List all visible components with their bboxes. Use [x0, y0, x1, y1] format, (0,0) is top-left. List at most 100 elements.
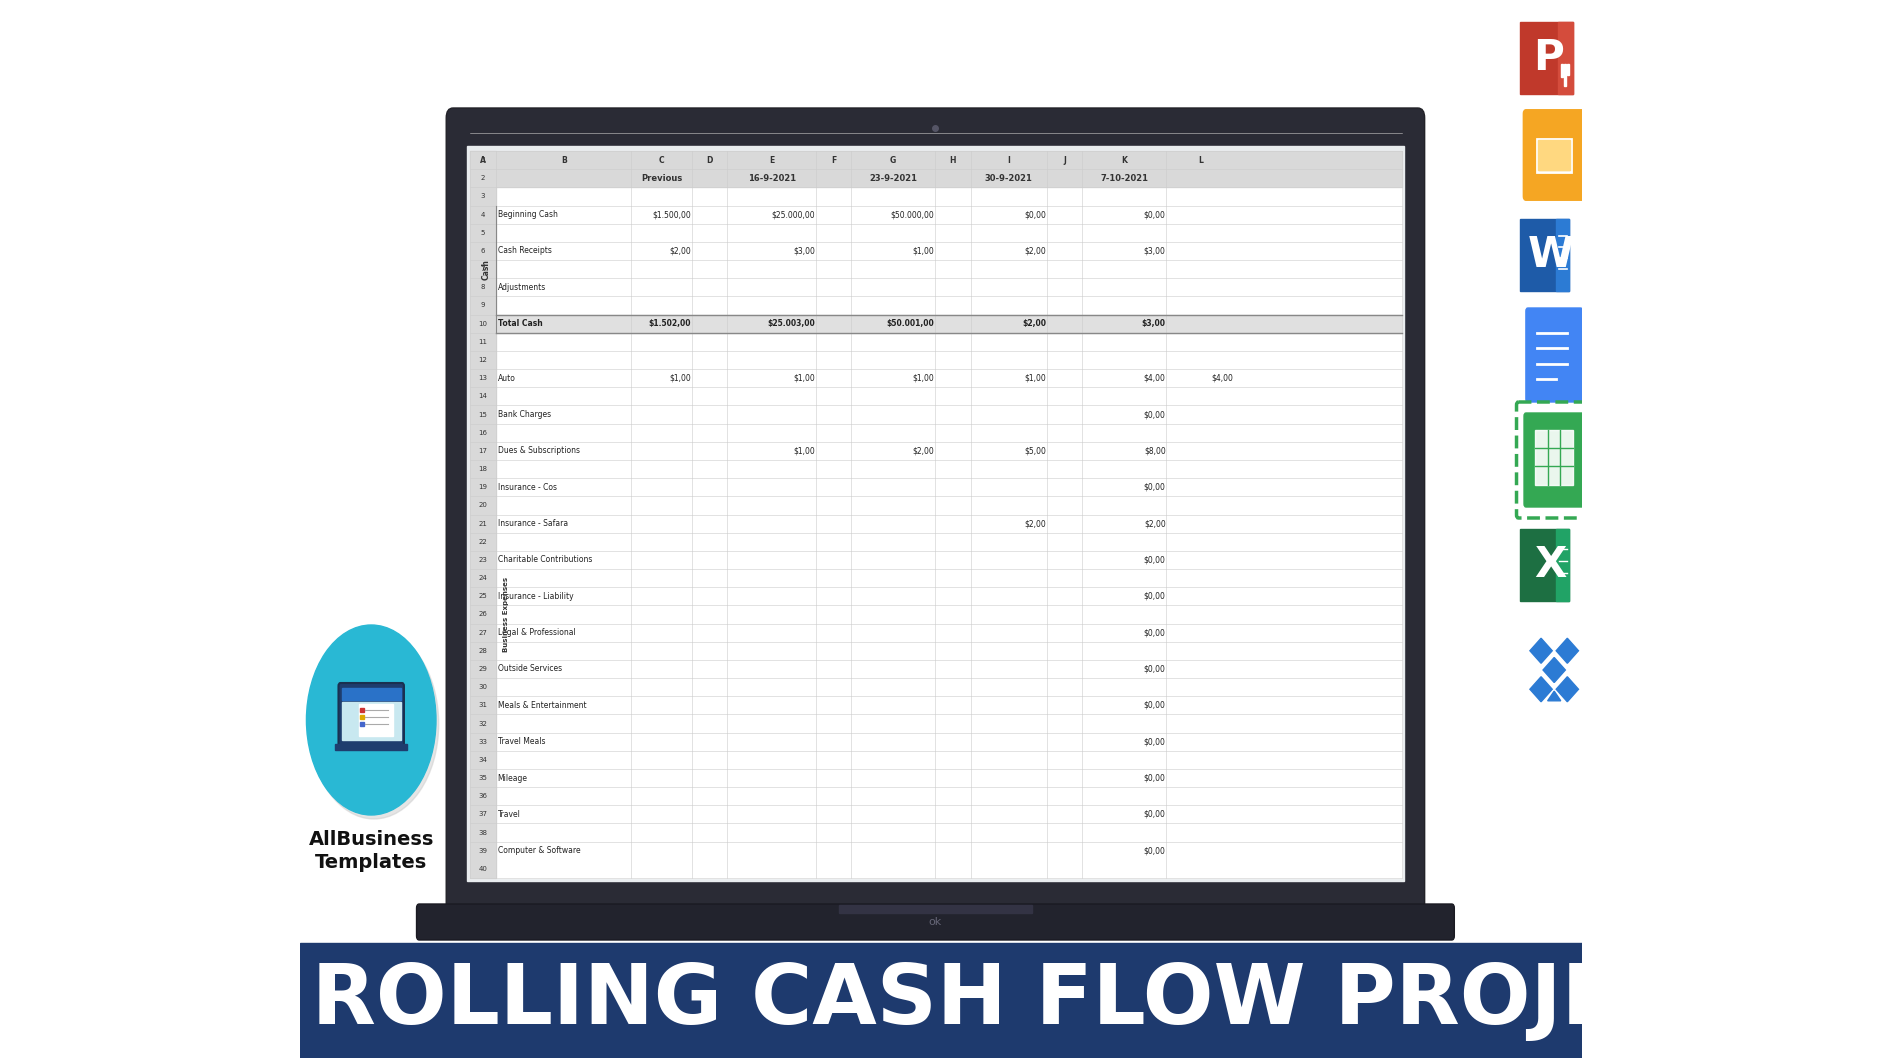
Text: $1,00: $1,00: [912, 373, 934, 383]
Text: D: D: [707, 156, 713, 165]
Text: 4: 4: [481, 212, 485, 218]
Text: $2,00: $2,00: [1025, 519, 1045, 528]
Text: 18: 18: [478, 467, 487, 472]
Bar: [470, 787, 496, 805]
Bar: [470, 187, 496, 205]
Bar: [335, 744, 408, 750]
Bar: [470, 296, 496, 314]
Text: F: F: [831, 156, 837, 165]
Bar: [838, 905, 1032, 913]
Bar: [470, 423, 496, 442]
Text: A: A: [479, 156, 485, 165]
Text: 11: 11: [478, 339, 487, 345]
Text: 37: 37: [478, 811, 487, 818]
FancyBboxPatch shape: [415, 904, 1453, 940]
Text: $0,00: $0,00: [1143, 628, 1166, 637]
Text: 25: 25: [479, 594, 487, 599]
Circle shape: [306, 625, 436, 815]
Bar: [470, 551, 496, 569]
Text: $2,00: $2,00: [1025, 247, 1045, 255]
Text: $0,00: $0,00: [1143, 555, 1166, 564]
Polygon shape: [1528, 638, 1551, 663]
Text: $1,00: $1,00: [793, 373, 814, 383]
Text: B: B: [560, 156, 566, 165]
Bar: [470, 496, 496, 514]
Text: H: H: [949, 156, 955, 165]
Text: Templates: Templates: [316, 853, 427, 872]
Bar: [466, 146, 1404, 881]
Text: $1,00: $1,00: [912, 247, 934, 255]
Text: 30: 30: [478, 685, 487, 690]
Bar: [470, 514, 496, 532]
Bar: [470, 860, 496, 878]
Text: $0,00: $0,00: [1143, 211, 1166, 219]
Text: 17: 17: [478, 448, 487, 454]
Text: $25.000,00: $25.000,00: [771, 211, 814, 219]
Bar: [1562, 63, 1566, 86]
Text: Cash: Cash: [481, 259, 491, 279]
Polygon shape: [1542, 657, 1564, 682]
Bar: [359, 704, 393, 736]
Bar: [470, 369, 496, 387]
Bar: [496, 314, 1401, 333]
Bar: [470, 732, 496, 751]
Text: 26: 26: [478, 612, 487, 618]
Text: Insurance - Cos: Insurance - Cos: [498, 482, 556, 492]
Text: Total Cash: Total Cash: [498, 320, 541, 328]
Bar: [1519, 22, 1572, 94]
Bar: [470, 805, 496, 823]
Text: 6: 6: [481, 248, 485, 254]
Text: $1.502,00: $1.502,00: [649, 320, 690, 328]
Bar: [1555, 529, 1568, 601]
Circle shape: [308, 630, 438, 819]
Bar: [470, 242, 496, 260]
Text: 40: 40: [478, 865, 487, 872]
Text: ok: ok: [929, 917, 942, 927]
Text: $4,00: $4,00: [1211, 373, 1233, 383]
Bar: [1534, 430, 1572, 485]
Text: $0,00: $0,00: [1143, 737, 1166, 746]
Text: Charitable Contributions: Charitable Contributions: [498, 555, 592, 564]
Text: $2,00: $2,00: [1023, 320, 1045, 328]
Polygon shape: [1555, 638, 1577, 663]
Text: C: C: [658, 156, 664, 165]
Text: $0,00: $0,00: [1143, 773, 1166, 783]
Text: $0,00: $0,00: [1143, 700, 1166, 710]
Text: X: X: [1534, 544, 1566, 586]
Bar: [470, 769, 496, 787]
Text: $1,00: $1,00: [1025, 373, 1045, 383]
Bar: [470, 642, 496, 660]
Text: Travel Meals: Travel Meals: [498, 737, 545, 746]
Text: Bank Charges: Bank Charges: [498, 411, 551, 419]
Text: 7: 7: [481, 267, 485, 272]
Text: 2: 2: [481, 176, 485, 181]
Bar: [470, 169, 496, 187]
Bar: [496, 169, 1401, 187]
Bar: [470, 532, 496, 551]
Bar: [470, 151, 1401, 169]
Bar: [1560, 63, 1562, 77]
Bar: [470, 569, 496, 587]
Text: $0,00: $0,00: [1025, 211, 1045, 219]
Bar: [470, 660, 496, 678]
Bar: [470, 260, 496, 278]
Text: Business Expenses: Business Expenses: [502, 577, 508, 652]
Text: $2,00: $2,00: [1143, 519, 1166, 528]
Bar: [470, 823, 496, 842]
Text: 15: 15: [478, 412, 487, 418]
Text: $2,00: $2,00: [669, 247, 690, 255]
Bar: [470, 587, 496, 605]
Polygon shape: [1555, 677, 1577, 701]
Text: 7-10-2021: 7-10-2021: [1100, 174, 1149, 183]
Bar: [342, 703, 400, 740]
Bar: [470, 151, 496, 169]
Text: 24: 24: [479, 576, 487, 581]
Text: 5: 5: [481, 230, 485, 236]
Text: 28: 28: [478, 647, 487, 654]
Text: Dues & Subscriptions: Dues & Subscriptions: [498, 446, 579, 455]
Text: Beginning Cash: Beginning Cash: [498, 211, 556, 219]
Text: 23: 23: [478, 557, 487, 563]
Text: Previous: Previous: [641, 174, 682, 183]
Text: Adjustments: Adjustments: [498, 282, 545, 292]
Text: 32: 32: [478, 720, 487, 727]
